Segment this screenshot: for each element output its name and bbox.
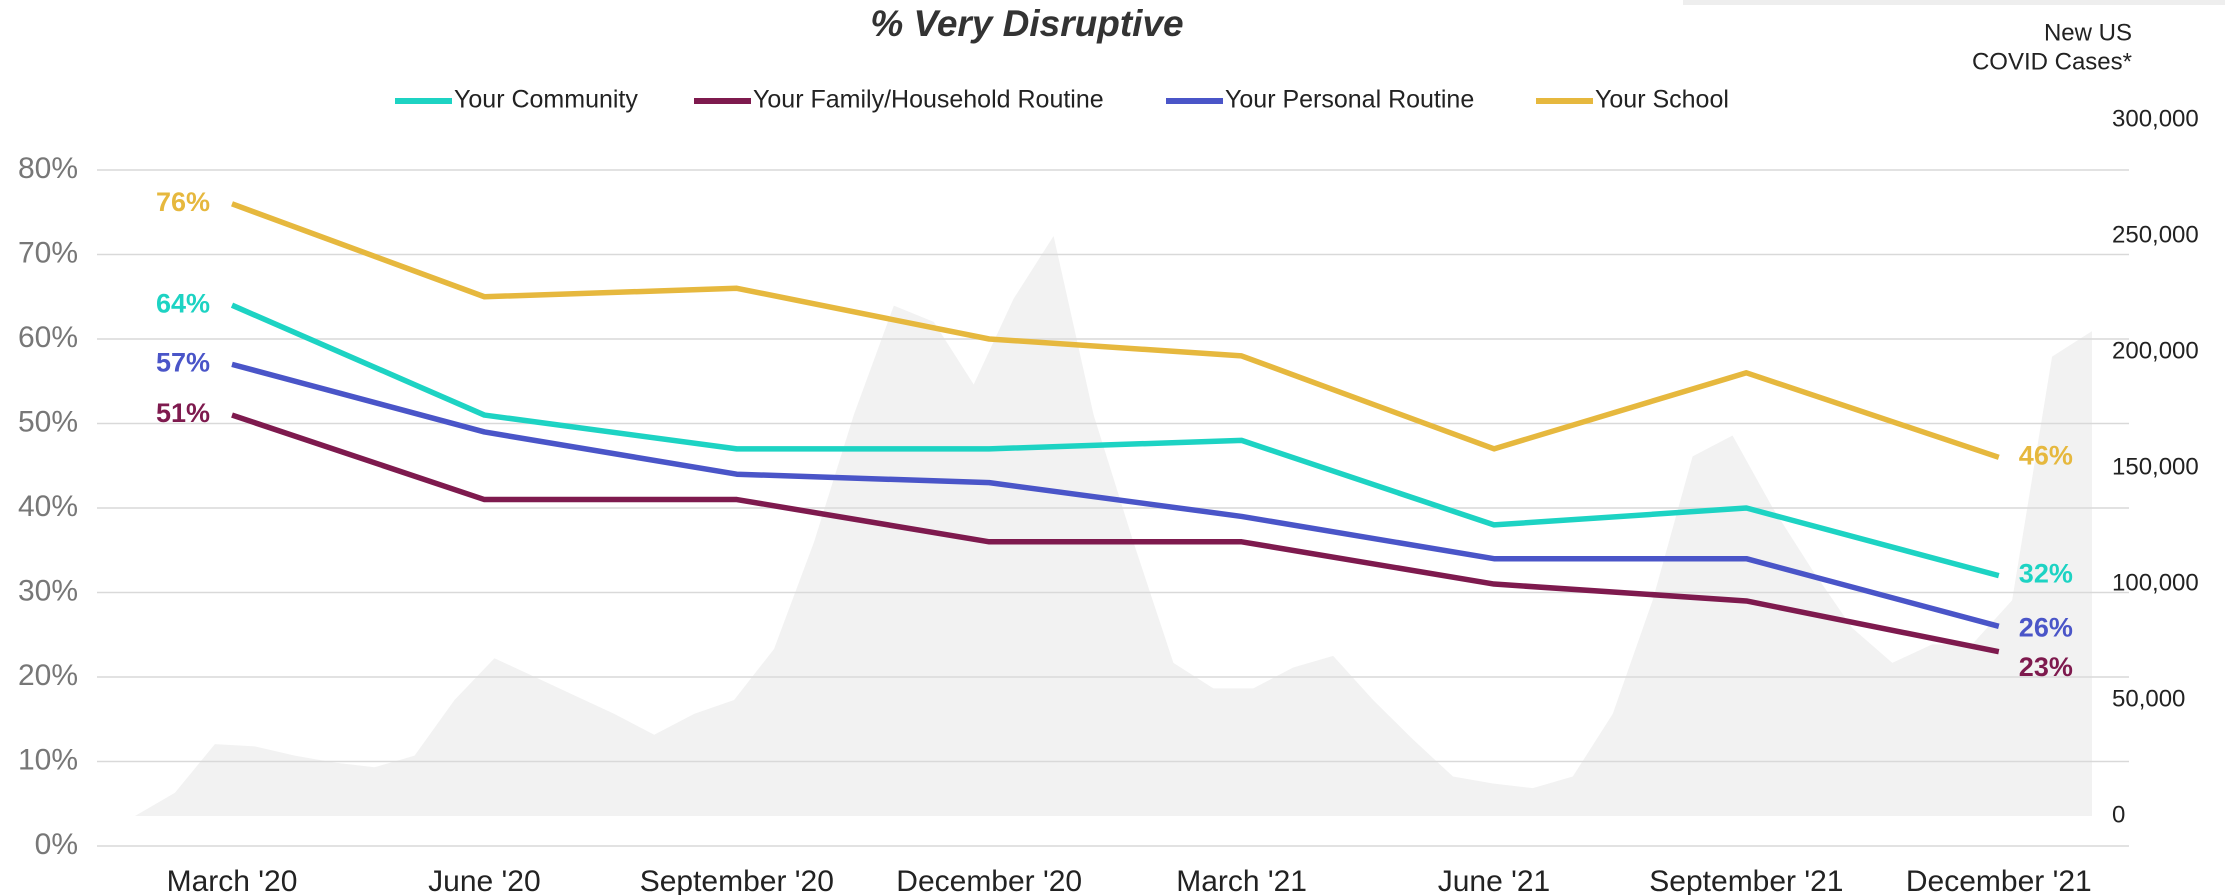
x-tick-label: June '20 [428, 865, 541, 895]
data-label: 57% [156, 347, 210, 377]
data-label: 64% [156, 288, 210, 318]
y-tick-label: 0% [35, 828, 78, 861]
y2-tick-label: 300,000 [2112, 105, 2199, 132]
data-label: 32% [2019, 559, 2073, 589]
legend-label: Your Family/Household Routine [753, 86, 1104, 114]
y-tick-label: 60% [18, 321, 78, 354]
legend-label: Your Personal Routine [1225, 86, 1474, 114]
y2-tick-label: 150,000 [2112, 453, 2199, 480]
x-tick-label: September '21 [1649, 865, 1843, 895]
legend-label: Your Community [454, 86, 638, 114]
y-tick-label: 30% [18, 574, 78, 607]
y-tick-label: 70% [18, 236, 78, 269]
data-label: 23% [2019, 652, 2073, 682]
x-tick-label: September '20 [640, 865, 834, 895]
data-label: 26% [2019, 612, 2073, 642]
y2-axis-label: New US [2044, 19, 2132, 46]
y2-tick-label: 200,000 [2112, 337, 2199, 364]
series-line [231, 201, 2000, 460]
y2-tick-label: 50,000 [2112, 685, 2185, 712]
y-tick-label: 40% [18, 490, 78, 523]
x-tick-label: December '21 [1906, 865, 2092, 895]
chart-title: % Very Disruptive [870, 3, 1183, 44]
top-bar [1683, 0, 2225, 5]
series-line [231, 361, 2000, 629]
x-tick-label: March '20 [167, 865, 298, 895]
x-tick-label: March '21 [1176, 865, 1307, 895]
y2-tick-label: 100,000 [2112, 569, 2199, 596]
series-line [230, 302, 2000, 579]
y2-axis-label: COVID Cases* [1972, 48, 2132, 75]
series-line [231, 412, 2000, 655]
data-label: 46% [2019, 440, 2073, 470]
x-tick-label: December '20 [896, 865, 1082, 895]
data-label: 51% [156, 398, 210, 428]
y-tick-label: 80% [18, 152, 78, 185]
y-tick-label: 50% [18, 405, 78, 438]
data-label: 76% [156, 187, 210, 217]
y2-tick-label: 0 [2112, 801, 2125, 828]
legend-label: Your School [1595, 86, 1729, 114]
y-tick-label: 10% [18, 743, 78, 776]
y-tick-label: 20% [18, 659, 78, 692]
x-tick-label: June '21 [1438, 865, 1551, 895]
y2-tick-label: 250,000 [2112, 221, 2199, 248]
cases-area [135, 236, 2092, 816]
